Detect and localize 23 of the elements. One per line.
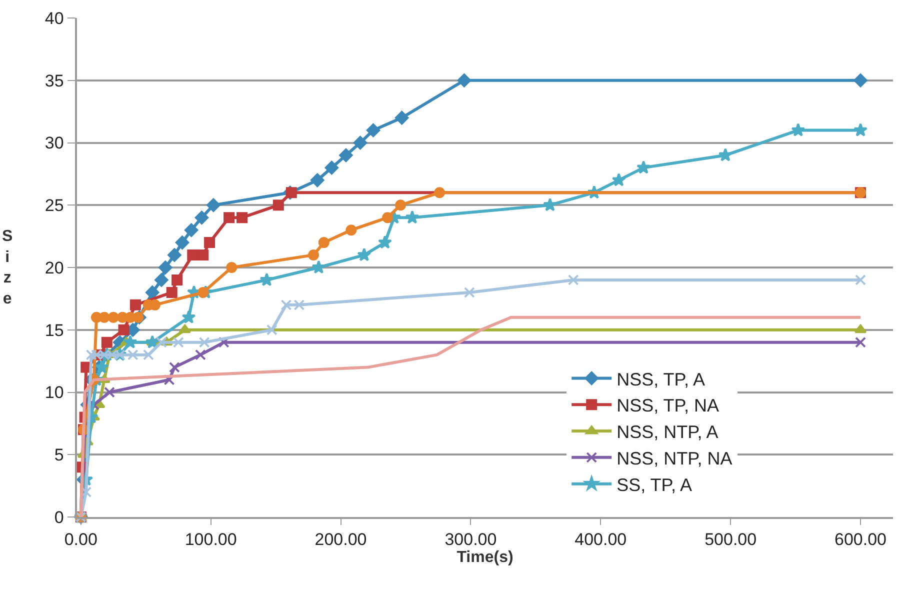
y-tick-label: 25: [44, 196, 64, 216]
legend-label: SS, TP, A: [616, 474, 692, 495]
x-tick-label: 600.00: [834, 530, 887, 550]
legend-label: NSS, TP, A: [616, 369, 705, 390]
y-tick-label: 40: [44, 8, 64, 28]
y-tick-label: 15: [44, 320, 64, 340]
x-axis-title: Time(s): [456, 549, 514, 566]
legend-label: NSS, TP, NA: [616, 396, 719, 416]
y-tick-label: 10: [44, 383, 64, 402]
y-tick-label: 35: [44, 71, 64, 90]
x-tick-label: 0.00: [64, 530, 98, 550]
y-tick-label: 0: [54, 508, 64, 527]
x-tick-label: 400.00: [574, 530, 627, 550]
x-tick-label: 300.00: [444, 530, 497, 550]
x-tick-label: 500.00: [704, 530, 757, 550]
legend-label: NSS, NTP, A: [616, 422, 718, 442]
legend-label: NSS, NTP, NA: [616, 448, 732, 468]
y-tick-label: 30: [44, 134, 64, 153]
y-tick-label: 5: [54, 446, 64, 465]
y-axis-title: Size: [2, 228, 13, 308]
x-tick-label: 200.00: [314, 530, 367, 550]
y-tick-label: 20: [44, 258, 64, 278]
x-tick-label: 100.00: [184, 530, 237, 550]
